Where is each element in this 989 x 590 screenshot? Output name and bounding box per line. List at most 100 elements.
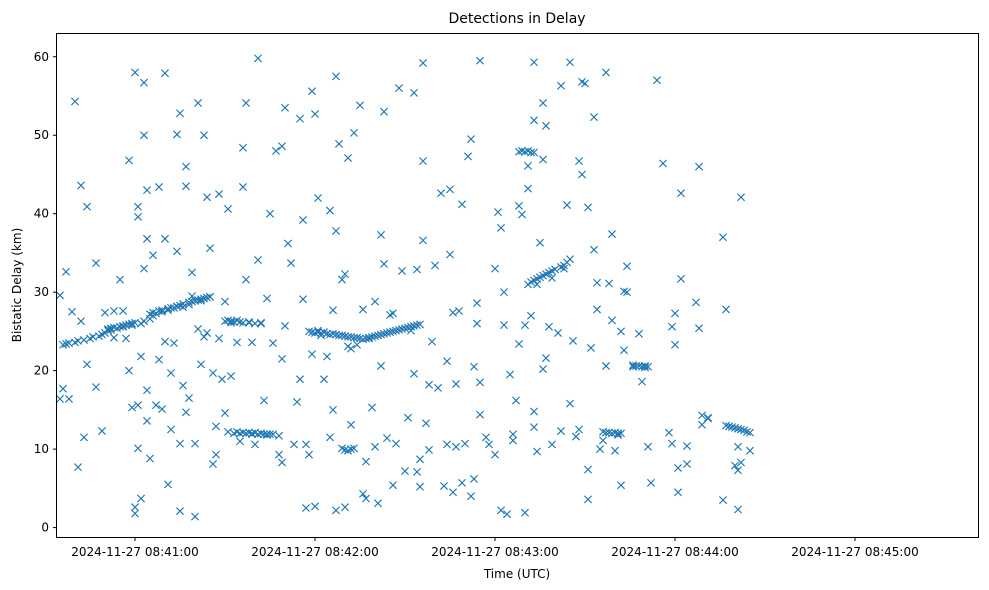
data-point <box>193 99 203 108</box>
data-point <box>160 337 170 346</box>
data-point <box>457 200 467 209</box>
data-point <box>193 325 203 334</box>
data-point <box>301 503 311 512</box>
data-point <box>121 321 131 330</box>
data-point <box>595 445 605 454</box>
data-point <box>307 328 317 337</box>
data-point <box>319 375 329 384</box>
data-point <box>589 245 599 254</box>
data-point <box>241 275 251 284</box>
data-point <box>682 460 692 469</box>
data-point <box>166 425 176 434</box>
data-point <box>637 362 647 371</box>
data-point <box>223 427 233 436</box>
data-point <box>475 378 485 387</box>
data-point <box>151 401 161 410</box>
data-point <box>208 460 218 469</box>
data-point <box>220 317 230 326</box>
data-point <box>304 450 314 459</box>
data-point <box>730 423 740 432</box>
data-point <box>124 366 134 375</box>
data-point <box>538 99 548 108</box>
x-tick-label: 2024-11-27 08:41:00 <box>71 545 198 559</box>
data-point <box>385 328 395 337</box>
y-tick-label: 40 <box>34 207 49 221</box>
data-point <box>310 110 320 119</box>
data-point <box>541 121 551 130</box>
data-point <box>208 368 218 378</box>
data-point <box>118 321 128 330</box>
data-point <box>397 325 407 334</box>
data-point <box>175 439 185 448</box>
data-point <box>328 306 338 315</box>
data-point <box>175 109 185 118</box>
data-point <box>745 428 755 437</box>
data-point <box>253 54 263 63</box>
data-point <box>577 170 587 179</box>
data-point <box>154 355 164 364</box>
data-point <box>637 377 647 386</box>
data-point <box>115 275 125 284</box>
x-tick-label: 2024-11-27 08:44:00 <box>611 545 738 559</box>
plot-area <box>55 54 755 521</box>
data-point <box>133 202 143 211</box>
data-point <box>331 226 341 235</box>
data-point <box>736 458 746 467</box>
data-point <box>139 131 149 140</box>
data-point <box>445 185 455 194</box>
data-point <box>427 337 437 346</box>
data-point <box>697 420 707 429</box>
data-point <box>508 430 518 439</box>
data-point <box>220 409 230 418</box>
data-point <box>514 201 524 210</box>
data-point <box>418 157 428 166</box>
data-point <box>388 327 398 336</box>
data-point <box>694 324 704 333</box>
data-point <box>271 146 281 155</box>
data-point <box>439 481 449 491</box>
data-point <box>541 354 551 363</box>
data-point <box>622 262 632 271</box>
data-point <box>400 324 410 333</box>
data-point <box>481 433 491 442</box>
data-point <box>373 331 383 340</box>
data-point <box>505 370 515 379</box>
data-point <box>322 329 332 338</box>
data-point <box>148 308 158 317</box>
data-point <box>574 157 584 166</box>
data-point <box>124 320 134 329</box>
data-point <box>265 430 275 439</box>
data-point <box>136 494 146 503</box>
data-point <box>496 506 506 515</box>
data-point <box>346 344 356 353</box>
data-point <box>490 450 500 459</box>
data-point <box>109 333 119 342</box>
data-point <box>565 58 575 67</box>
data-point <box>349 128 359 137</box>
data-point <box>499 321 509 330</box>
data-point <box>511 396 521 405</box>
data-point <box>394 84 404 93</box>
data-point <box>277 142 287 151</box>
data-point <box>415 482 425 491</box>
data-point <box>448 488 458 497</box>
data-point <box>409 321 419 330</box>
data-point <box>355 101 365 110</box>
x-tick-label: 2024-11-27 08:45:00 <box>791 545 918 559</box>
data-point <box>550 265 560 274</box>
data-point <box>529 423 539 432</box>
data-point <box>346 420 356 429</box>
data-point <box>157 306 167 315</box>
data-point <box>337 331 347 340</box>
data-point <box>457 478 467 487</box>
data-point <box>703 413 713 422</box>
data-point <box>322 352 332 361</box>
data-point <box>241 99 251 108</box>
data-point <box>172 247 182 256</box>
data-point <box>124 156 134 165</box>
data-point <box>229 317 239 326</box>
data-point <box>580 79 590 88</box>
data-point <box>211 450 221 459</box>
data-point <box>664 428 674 437</box>
data-point <box>67 307 77 316</box>
